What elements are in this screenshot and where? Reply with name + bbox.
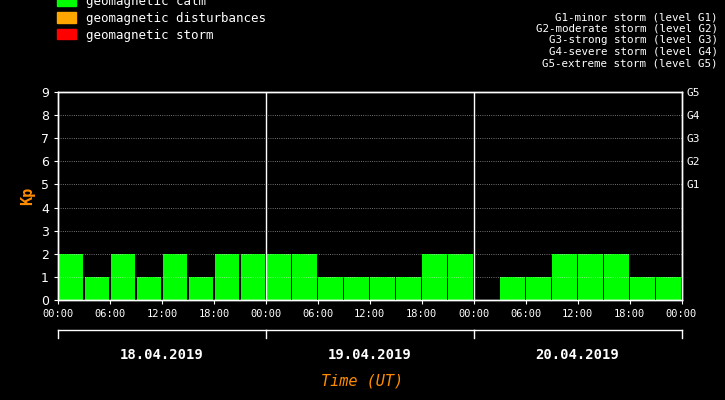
Bar xyxy=(267,254,291,300)
Bar xyxy=(682,254,707,300)
Bar xyxy=(188,277,213,300)
Bar xyxy=(500,277,525,300)
Bar xyxy=(85,277,109,300)
Text: G1-minor storm (level G1)
G2-moderate storm (level G2)
G3-strong storm (level G3: G1-minor storm (level G1) G2-moderate st… xyxy=(536,12,718,68)
Bar xyxy=(552,254,577,300)
Bar xyxy=(241,254,265,300)
Bar xyxy=(448,254,473,300)
Bar xyxy=(656,277,681,300)
Bar xyxy=(579,254,603,300)
Text: 19.04.2019: 19.04.2019 xyxy=(328,348,412,362)
Bar xyxy=(370,277,395,300)
Bar xyxy=(111,254,136,300)
Text: 18.04.2019: 18.04.2019 xyxy=(120,348,204,362)
Bar xyxy=(162,254,187,300)
Bar xyxy=(136,277,161,300)
Bar xyxy=(423,254,447,300)
Bar xyxy=(318,277,343,300)
Text: 20.04.2019: 20.04.2019 xyxy=(536,348,619,362)
Bar xyxy=(59,254,83,300)
Bar xyxy=(292,254,317,300)
Bar xyxy=(630,277,655,300)
Bar xyxy=(526,277,551,300)
Text: Time (UT): Time (UT) xyxy=(321,373,404,388)
Y-axis label: Kp: Kp xyxy=(20,187,36,205)
Bar xyxy=(397,277,421,300)
Bar xyxy=(604,254,629,300)
Bar xyxy=(344,277,369,300)
Bar xyxy=(215,254,239,300)
Legend: geomagnetic calm, geomagnetic disturbances, geomagnetic storm: geomagnetic calm, geomagnetic disturbanc… xyxy=(51,0,270,46)
